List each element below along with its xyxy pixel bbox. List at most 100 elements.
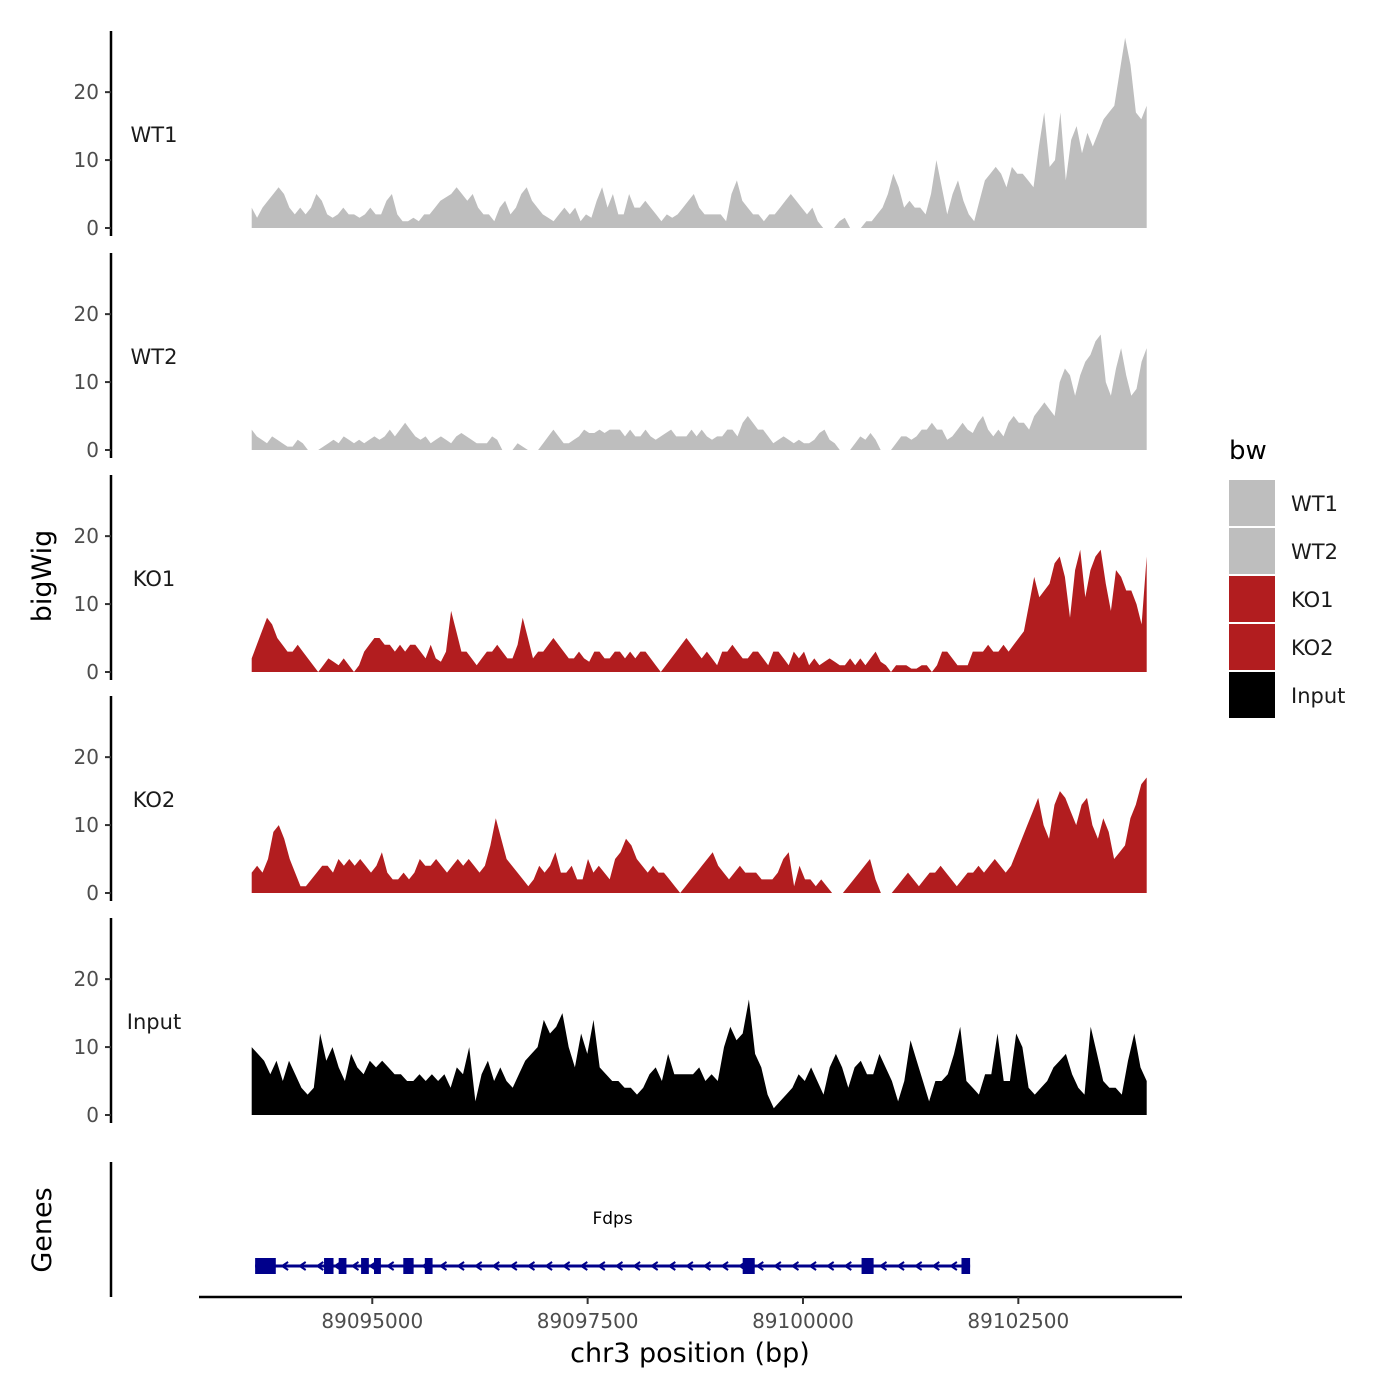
track-label-ko1: KO1 — [133, 567, 176, 591]
strand-chevron — [790, 1261, 800, 1271]
track-label-wt1: WT1 — [131, 123, 178, 147]
strand-chevron — [649, 1261, 659, 1271]
exon-10 — [961, 1258, 971, 1274]
legend-swatch-input — [1229, 672, 1275, 718]
strand-chevron — [614, 1261, 624, 1271]
track-label-wt2: WT2 — [131, 345, 178, 369]
strand-chevron — [438, 1261, 448, 1271]
track-panels: 0 10 20 WT1 0 10 20 WT2 0 10 20 KO1 0 10 20 KO2 0 10 20 Inp… — [74, 31, 1147, 1127]
strand-chevron — [685, 1261, 694, 1271]
legend-label-ko2: KO2 — [1291, 636, 1334, 660]
strand-chevron — [315, 1261, 324, 1271]
y-tick-label-wt2-0: 0 — [86, 438, 99, 462]
strand-chevron — [526, 1261, 536, 1271]
exon-8 — [742, 1258, 755, 1274]
track-input: 0 10 20 Input — [74, 918, 1147, 1127]
exon-3 — [338, 1258, 347, 1274]
strand-chevron — [667, 1261, 676, 1271]
exon-2 — [324, 1258, 334, 1274]
y-tick-label-ko1-20: 20 — [74, 524, 99, 548]
strand-chevron — [561, 1261, 571, 1271]
y-axis-title: bigWig — [27, 530, 58, 623]
exon-5 — [374, 1258, 381, 1274]
track-label-input: Input — [127, 1010, 181, 1034]
x-tick-label-89102500: 89102500 — [967, 1309, 1069, 1333]
exon-4 — [361, 1258, 369, 1274]
y-tick-label-wt1-10: 10 — [74, 148, 99, 172]
track-wt1: 0 10 20 WT1 — [74, 31, 1147, 240]
y-tick-label-ko1-10: 10 — [74, 592, 99, 616]
gene-label: Fdps — [592, 1209, 632, 1229]
gene-panel-label: Genes — [27, 1187, 58, 1272]
gene-model-fdps — [255, 1258, 971, 1274]
y-tick-label-wt2-10: 10 — [74, 370, 99, 394]
strand-chevron — [931, 1261, 940, 1271]
legend-swatch-wt2 — [1229, 528, 1275, 574]
strand-chevron — [473, 1261, 483, 1271]
y-tick-label-wt1-20: 20 — [74, 80, 99, 104]
strand-chevron — [597, 1261, 606, 1271]
strand-chevron — [632, 1261, 641, 1271]
y-tick-label-ko2-0: 0 — [86, 881, 99, 905]
x-tick-label-89100000: 89100000 — [752, 1309, 854, 1333]
strand-chevron — [878, 1261, 888, 1271]
legend-label-ko1: KO1 — [1291, 588, 1334, 612]
strand-chevron — [491, 1261, 500, 1271]
legend-items: WT1 WT2 KO1 KO2 Input — [1229, 480, 1345, 718]
strand-chevron — [949, 1261, 958, 1271]
exon-1 — [255, 1258, 276, 1274]
y-tick-label-input-0: 0 — [86, 1103, 99, 1127]
strand-chevron — [544, 1261, 553, 1271]
y-tick-label-ko1-0: 0 — [86, 660, 99, 684]
strand-chevron — [808, 1261, 817, 1271]
strand-chevron — [773, 1261, 782, 1271]
strand-chevron — [579, 1261, 588, 1271]
legend-label-wt2: WT2 — [1291, 540, 1338, 564]
y-tick-label-wt1-0: 0 — [86, 216, 99, 240]
strand-chevron — [280, 1261, 289, 1271]
track-label-ko2: KO2 — [133, 788, 176, 812]
x-axis: 89095000 89097500 89100000 89102500 chr3 po… — [199, 1295, 1182, 1369]
strand-chevron — [297, 1261, 307, 1271]
legend-label-wt1: WT1 — [1291, 492, 1338, 516]
legend-title: bw — [1229, 436, 1267, 466]
strand-chevron — [702, 1261, 712, 1271]
exon-9 — [861, 1258, 874, 1274]
strand-chevron — [755, 1261, 764, 1271]
x-axis-ticks: 89095000 89097500 89100000 89102500 — [321, 1297, 1069, 1333]
strand-chevron — [843, 1261, 852, 1271]
legend-swatch-ko2 — [1229, 624, 1275, 670]
y-tick-label-ko2-20: 20 — [74, 745, 99, 769]
exon-6 — [403, 1258, 414, 1274]
y-tick-label-wt2-20: 20 — [74, 302, 99, 326]
y-tick-label-input-20: 20 — [74, 967, 99, 991]
strand-chevron — [825, 1261, 835, 1271]
exon-7 — [424, 1258, 433, 1274]
coverage-area-ko1 — [251, 549, 1147, 672]
y-tick-label-input-10: 10 — [74, 1035, 99, 1059]
strand-chevron — [913, 1261, 923, 1271]
strand-chevron — [896, 1261, 905, 1271]
strand-chevron — [456, 1261, 465, 1271]
legend: bw WT1 WT2 KO1 KO2 Input — [1229, 436, 1345, 718]
gene-panel: Genes Fdps — [27, 1162, 971, 1297]
x-tick-label-89097500: 89097500 — [537, 1309, 639, 1333]
legend-label-input: Input — [1291, 684, 1345, 708]
strand-chevron — [720, 1261, 729, 1271]
strand-chevron — [509, 1261, 518, 1271]
strand-chevron — [385, 1261, 395, 1271]
track-ko1: 0 10 20 KO1 — [74, 475, 1147, 684]
x-tick-label-89095000: 89095000 — [321, 1309, 423, 1333]
coverage-area-ko2 — [251, 777, 1147, 893]
coverage-area-input — [251, 999, 1147, 1115]
strand-chevrons — [280, 1261, 958, 1271]
coverage-area-wt1 — [251, 37, 1147, 228]
y-tick-label-ko2-10: 10 — [74, 813, 99, 837]
strand-chevron — [350, 1261, 360, 1271]
track-ko2: 0 10 20 KO2 — [74, 696, 1147, 905]
coverage-area-wt2 — [251, 334, 1147, 450]
legend-swatch-wt1 — [1229, 480, 1275, 526]
legend-swatch-ko1 — [1229, 576, 1275, 622]
track-wt2: 0 10 20 WT2 — [74, 253, 1147, 462]
